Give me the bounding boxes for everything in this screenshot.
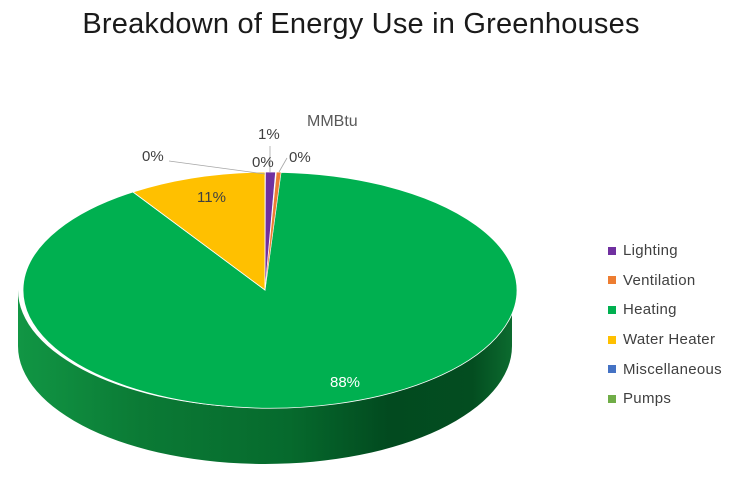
legend-label: Pumps [623,390,672,408]
legend-label: Miscellaneous [623,360,722,378]
series-label: MMBtu [307,113,358,130]
label-miscellaneous: 0% [142,148,164,165]
legend-label: Lighting [623,242,678,260]
label-lighting: 1% [258,126,280,143]
slice-heating [22,171,518,409]
legend-item-miscellaneous: Miscellaneous [608,354,722,384]
legend-swatch-icon [608,246,616,255]
legend-swatch-icon [608,335,616,344]
slice-lighting [264,171,276,291]
legend-swatch-icon [608,365,616,374]
legend-swatch-icon [608,305,616,314]
leader-line-ventilation [278,157,288,173]
legend-item-ventilation: Ventilation [608,266,722,296]
slice-water-heater [132,171,266,291]
legend-label: Water Heater [623,331,716,349]
label-water-heater: 11% [197,189,226,206]
legend-item-water-heater: Water Heater [608,325,722,355]
pie-side-heating [18,290,512,464]
legend-item-heating: Heating [608,295,722,325]
leader-line-miscellaneous [168,160,266,175]
legend-swatch-icon [608,276,616,285]
legend-swatch-icon [608,394,616,403]
legend-label: Ventilation [623,271,696,289]
label-ventilation: 0% [289,149,311,166]
slice-ventilation [264,171,282,291]
label-pumps: 0% [252,154,274,171]
label-heating: 88% [330,374,361,391]
legend-item-lighting: Lighting [608,236,722,266]
legend-item-pumps: Pumps [608,384,722,414]
chart-title: Breakdown of Energy Use in Greenhouses [82,8,640,40]
legend-label: Heating [623,301,677,319]
legend: Lighting Ventilation Heating Water Heate… [608,236,722,414]
